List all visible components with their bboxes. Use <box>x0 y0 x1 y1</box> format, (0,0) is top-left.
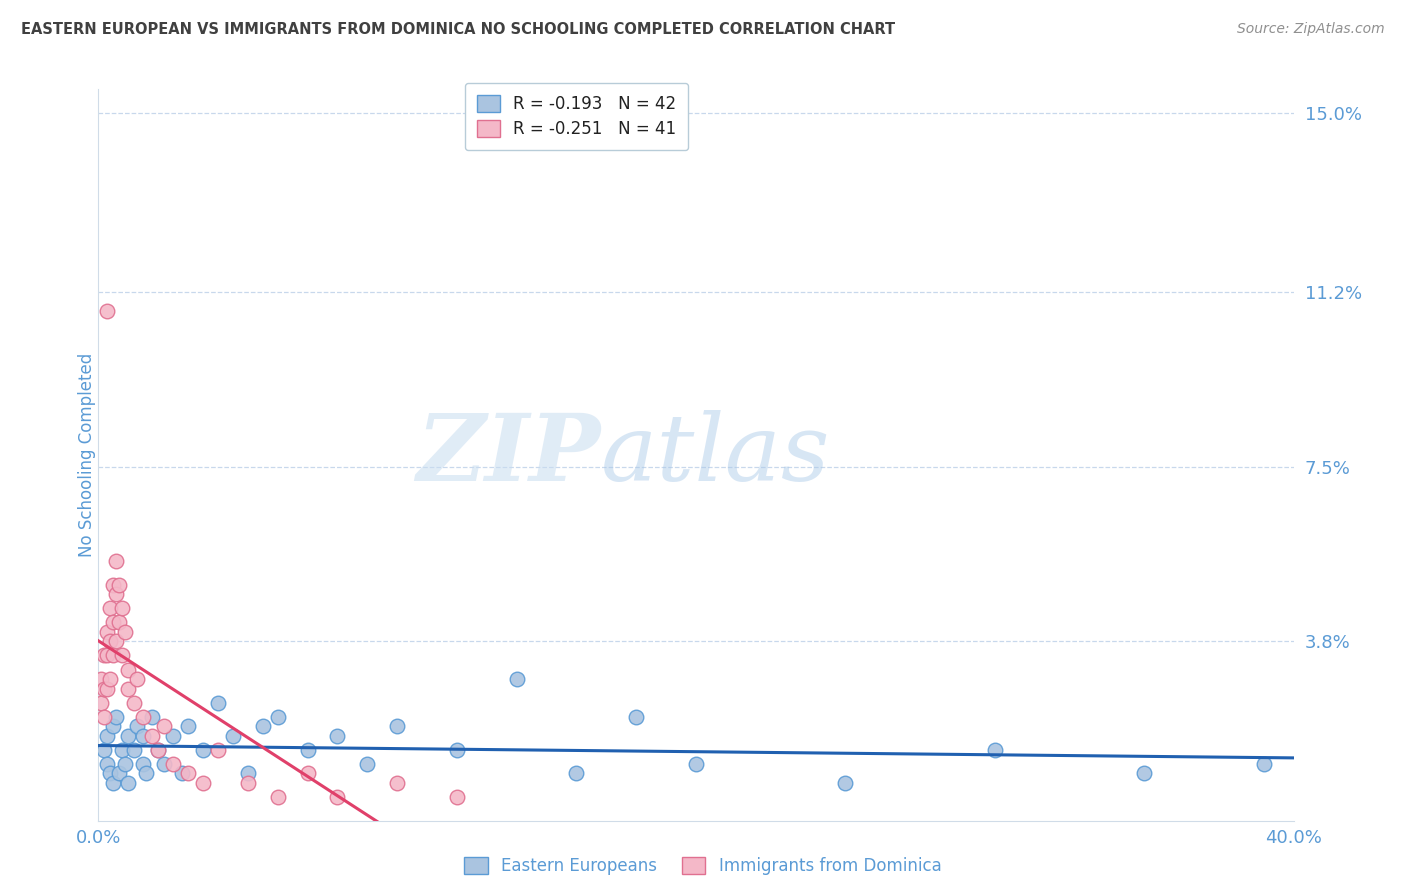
Point <box>103 615 125 630</box>
Point <box>93 710 115 724</box>
Point <box>446 790 468 805</box>
Point <box>132 757 155 772</box>
Point <box>153 719 176 733</box>
Point <box>105 710 128 724</box>
Point <box>326 729 349 743</box>
Point <box>98 766 122 780</box>
Point <box>108 577 131 591</box>
Y-axis label: No Schooling Completed: No Schooling Completed <box>79 353 96 557</box>
Point <box>141 729 163 743</box>
Point <box>135 766 157 780</box>
Point <box>207 743 229 757</box>
Point <box>93 743 115 757</box>
Point <box>685 757 707 772</box>
Point <box>93 648 115 663</box>
Point <box>191 743 214 757</box>
Point <box>96 624 118 639</box>
Point <box>236 776 259 790</box>
Point <box>565 766 588 780</box>
Point <box>385 719 409 733</box>
Point <box>207 696 229 710</box>
Point <box>626 710 648 724</box>
Point <box>105 587 128 601</box>
Point <box>236 766 259 780</box>
Text: ZIP: ZIP <box>416 410 600 500</box>
Point <box>117 681 139 696</box>
Point <box>124 743 146 757</box>
Point <box>96 304 118 318</box>
Point <box>267 710 290 724</box>
Point <box>103 719 125 733</box>
Legend: R = -0.193   N = 42, R = -0.251   N = 41: R = -0.193 N = 42, R = -0.251 N = 41 <box>465 83 688 150</box>
Point <box>105 634 128 648</box>
Point <box>98 634 122 648</box>
Point <box>222 729 245 743</box>
Point <box>356 757 378 772</box>
Point <box>177 719 200 733</box>
Text: Source: ZipAtlas.com: Source: ZipAtlas.com <box>1237 22 1385 37</box>
Point <box>326 790 349 805</box>
Point <box>162 757 184 772</box>
Text: EASTERN EUROPEAN VS IMMIGRANTS FROM DOMINICA NO SCHOOLING COMPLETED CORRELATION : EASTERN EUROPEAN VS IMMIGRANTS FROM DOMI… <box>21 22 896 37</box>
Text: atlas: atlas <box>600 410 830 500</box>
Point <box>446 743 468 757</box>
Point <box>153 757 176 772</box>
Point <box>103 577 125 591</box>
Point <box>105 554 128 568</box>
Point <box>111 648 134 663</box>
Point <box>124 696 146 710</box>
Point <box>127 672 149 686</box>
Point <box>114 624 136 639</box>
Point <box>297 743 319 757</box>
Point <box>111 743 134 757</box>
Point <box>162 729 184 743</box>
Point <box>117 663 139 677</box>
Point <box>172 766 194 780</box>
Point <box>108 766 131 780</box>
Point <box>267 790 290 805</box>
Point <box>148 743 170 757</box>
Point <box>90 696 112 710</box>
Point <box>98 601 122 615</box>
Point <box>93 681 115 696</box>
Point <box>984 743 1007 757</box>
Point <box>117 776 139 790</box>
Point <box>385 776 409 790</box>
Point <box>90 672 112 686</box>
Legend: Eastern Europeans, Immigrants from Dominica: Eastern Europeans, Immigrants from Domin… <box>456 849 950 884</box>
Point <box>108 615 131 630</box>
Point <box>132 710 155 724</box>
Point <box>96 729 118 743</box>
Point <box>96 681 118 696</box>
Point <box>148 743 170 757</box>
Point <box>191 776 214 790</box>
Point <box>117 729 139 743</box>
Point <box>141 710 163 724</box>
Point <box>96 648 118 663</box>
Point <box>252 719 274 733</box>
Point <box>111 601 134 615</box>
Point <box>1133 766 1156 780</box>
Point <box>96 757 118 772</box>
Point <box>132 729 155 743</box>
Point <box>103 648 125 663</box>
Point <box>177 766 200 780</box>
Point <box>834 776 856 790</box>
Point <box>103 776 125 790</box>
Point <box>114 757 136 772</box>
Point <box>1253 757 1275 772</box>
Point <box>297 766 319 780</box>
Point <box>127 719 149 733</box>
Point <box>98 672 122 686</box>
Point <box>506 672 529 686</box>
